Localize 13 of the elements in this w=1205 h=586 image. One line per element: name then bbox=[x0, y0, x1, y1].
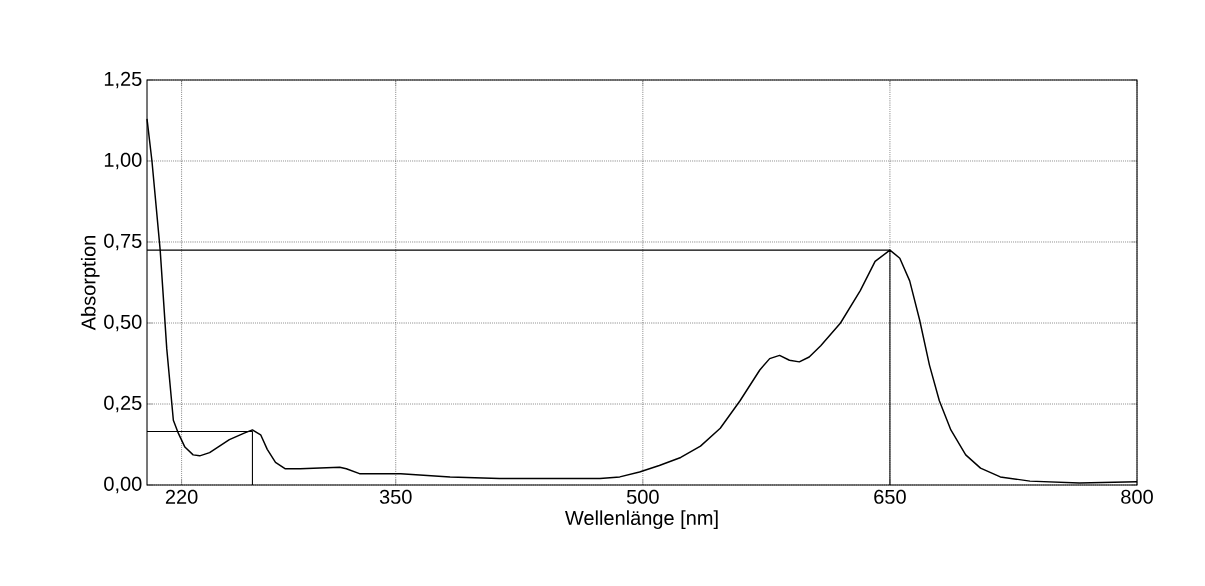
y-tick-label: 0,50 bbox=[104, 314, 142, 332]
y-tick-label: 1,00 bbox=[104, 152, 142, 170]
x-axis-title: Wellenlänge [nm] bbox=[565, 510, 718, 529]
x-tick-label: 650 bbox=[874, 489, 906, 504]
y-tick-label: 1,25 bbox=[104, 71, 142, 89]
y-tick-label: 0,75 bbox=[104, 233, 142, 251]
x-tick-label: 350 bbox=[379, 489, 412, 504]
x-tick-label: 220 bbox=[165, 489, 198, 504]
y-axis-title: Absorption bbox=[80, 236, 100, 331]
y-tick-label: 0,25 bbox=[104, 395, 142, 413]
y-tick-label: 0,00 bbox=[104, 476, 142, 494]
x-tick-label: 500 bbox=[626, 489, 659, 504]
x-tick-label: 800 bbox=[1121, 489, 1153, 504]
